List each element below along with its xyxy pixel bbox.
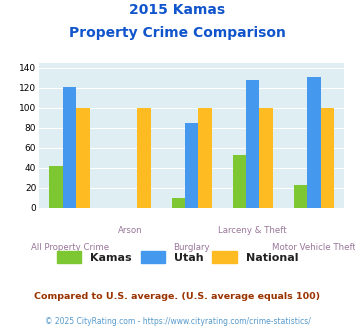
Bar bbox=[76, 108, 90, 208]
Bar bbox=[321, 108, 334, 208]
Text: Burglary: Burglary bbox=[173, 243, 210, 251]
Bar bbox=[49, 166, 63, 208]
Text: Motor Vehicle Theft: Motor Vehicle Theft bbox=[272, 243, 355, 251]
Bar bbox=[171, 198, 185, 208]
Text: Compared to U.S. average. (U.S. average equals 100): Compared to U.S. average. (U.S. average … bbox=[34, 292, 321, 301]
Bar bbox=[185, 123, 198, 208]
Bar bbox=[198, 108, 212, 208]
Legend: Kamas, Utah, National: Kamas, Utah, National bbox=[51, 246, 304, 268]
Bar bbox=[233, 155, 246, 208]
Text: © 2025 CityRating.com - https://www.cityrating.com/crime-statistics/: © 2025 CityRating.com - https://www.city… bbox=[45, 317, 310, 326]
Bar bbox=[246, 80, 260, 208]
Text: 2015 Kamas: 2015 Kamas bbox=[130, 3, 225, 17]
Bar bbox=[294, 185, 307, 208]
Bar bbox=[137, 108, 151, 208]
Bar bbox=[307, 77, 321, 208]
Text: Arson: Arson bbox=[118, 226, 143, 235]
Bar bbox=[63, 87, 76, 208]
Text: Property Crime Comparison: Property Crime Comparison bbox=[69, 26, 286, 40]
Text: All Property Crime: All Property Crime bbox=[31, 243, 109, 251]
Text: Larceny & Theft: Larceny & Theft bbox=[218, 226, 287, 235]
Bar bbox=[260, 108, 273, 208]
